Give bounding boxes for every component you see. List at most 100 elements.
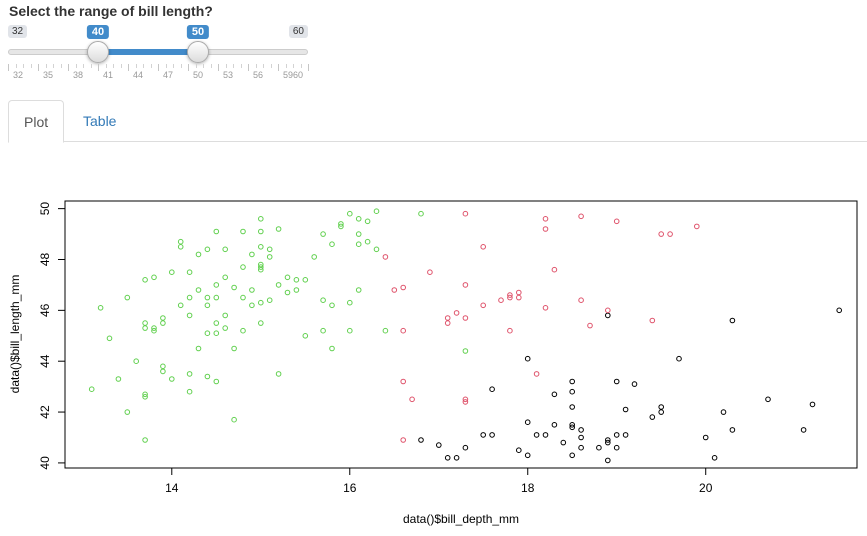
slider-grid-tick [31,64,32,68]
data-point [605,437,611,443]
data-point [284,274,291,281]
y-tick-label: 46 [38,303,52,317]
data-point [542,216,549,222]
data-point [364,218,371,225]
data-point [169,376,175,382]
slider-grid-label: 47 [162,70,174,80]
data-point [258,216,264,222]
data-point [720,409,727,415]
data-point [622,406,629,413]
data-point [524,452,531,459]
x-tick-label: 20 [699,481,713,495]
slider-grid-tick [143,64,144,68]
data-point [186,388,193,395]
data-point [275,371,282,377]
data-point [231,345,237,352]
y-axis: 40 42 44 46 48 50 [38,202,65,470]
tab-plot[interactable]: Plot [8,100,64,143]
data-point [551,391,558,398]
data-point [142,325,148,331]
data-point [658,404,665,410]
data-point [160,320,166,326]
data-point [729,427,736,433]
slider-grid-tick [196,64,197,68]
data-point [320,231,326,237]
data-point [409,396,415,403]
data-point [453,455,460,461]
data-point [142,394,148,400]
data-point [418,210,424,217]
slider-grid-tick [248,64,249,71]
y-tick-label: 42 [38,405,52,419]
data-point [836,307,843,314]
data-point [613,432,620,438]
data-point [142,277,148,283]
data-point [213,378,220,385]
data-point [649,414,656,420]
slider-grid-tick [8,64,9,71]
data-point [596,444,602,451]
data-point [186,294,193,301]
data-point [204,330,211,336]
slider-grid-tick [16,64,17,68]
data-point [355,287,362,293]
data-point [809,401,816,408]
data-point [462,315,469,321]
tab-table[interactable]: Table [83,113,117,129]
slider-grid-tick [61,64,62,68]
data-point [613,444,620,451]
data-point [542,226,549,232]
slider-to-handle[interactable] [187,41,209,63]
data-point [418,437,424,443]
data-point [222,325,228,331]
data-point [347,210,353,217]
bill-length-range-slider[interactable]: 32 60 40 50 32 35 38 41 44 47 50 53 56 5960 [8,24,309,84]
slider-grid-tick [263,64,264,68]
slider-from-handle[interactable] [87,41,109,63]
data-point [186,371,193,377]
slider-grid-tick [256,64,257,68]
data-point [275,226,282,232]
slider-grid-label: 44 [132,70,144,80]
data-point [694,223,700,230]
data-point [133,358,139,364]
plot-frame [64,200,858,469]
slider-selected-range[interactable] [98,49,198,55]
data-point [578,213,584,220]
data-point [658,409,665,415]
data-point [195,287,202,293]
slider-grid-tick [293,64,294,68]
data-point [462,210,469,217]
data-point [97,305,104,311]
data-point [542,305,549,311]
data-point [516,447,522,454]
slider-grid-label: 35 [42,70,54,80]
slider-grid-tick [98,64,99,71]
slider-grid-tick [23,64,24,68]
slider-grid-tick [136,64,137,68]
slider-to-value: 50 [186,25,210,39]
data-point [284,289,291,296]
slider-label: Select the range of bill length? [9,3,213,19]
tab-bar: Plot Table [8,100,867,143]
data-point [240,228,246,235]
data-point [275,282,282,288]
data-point [240,294,246,301]
data-point [489,432,495,438]
data-point [382,254,389,260]
slider-grid-tick [218,64,219,71]
data-point [444,455,451,461]
slider-grid-tick [211,64,212,68]
data-point [462,348,469,354]
slider-grid-tick [278,64,279,71]
data-point [462,399,469,405]
data-point [489,386,495,392]
data-point [240,327,246,334]
data-point [569,452,576,459]
slider-grid-tick [226,64,227,68]
data-point [569,404,576,410]
slider-grid-tick [121,64,122,68]
data-point [507,292,513,298]
data-point [507,327,513,334]
data-point [560,439,567,446]
